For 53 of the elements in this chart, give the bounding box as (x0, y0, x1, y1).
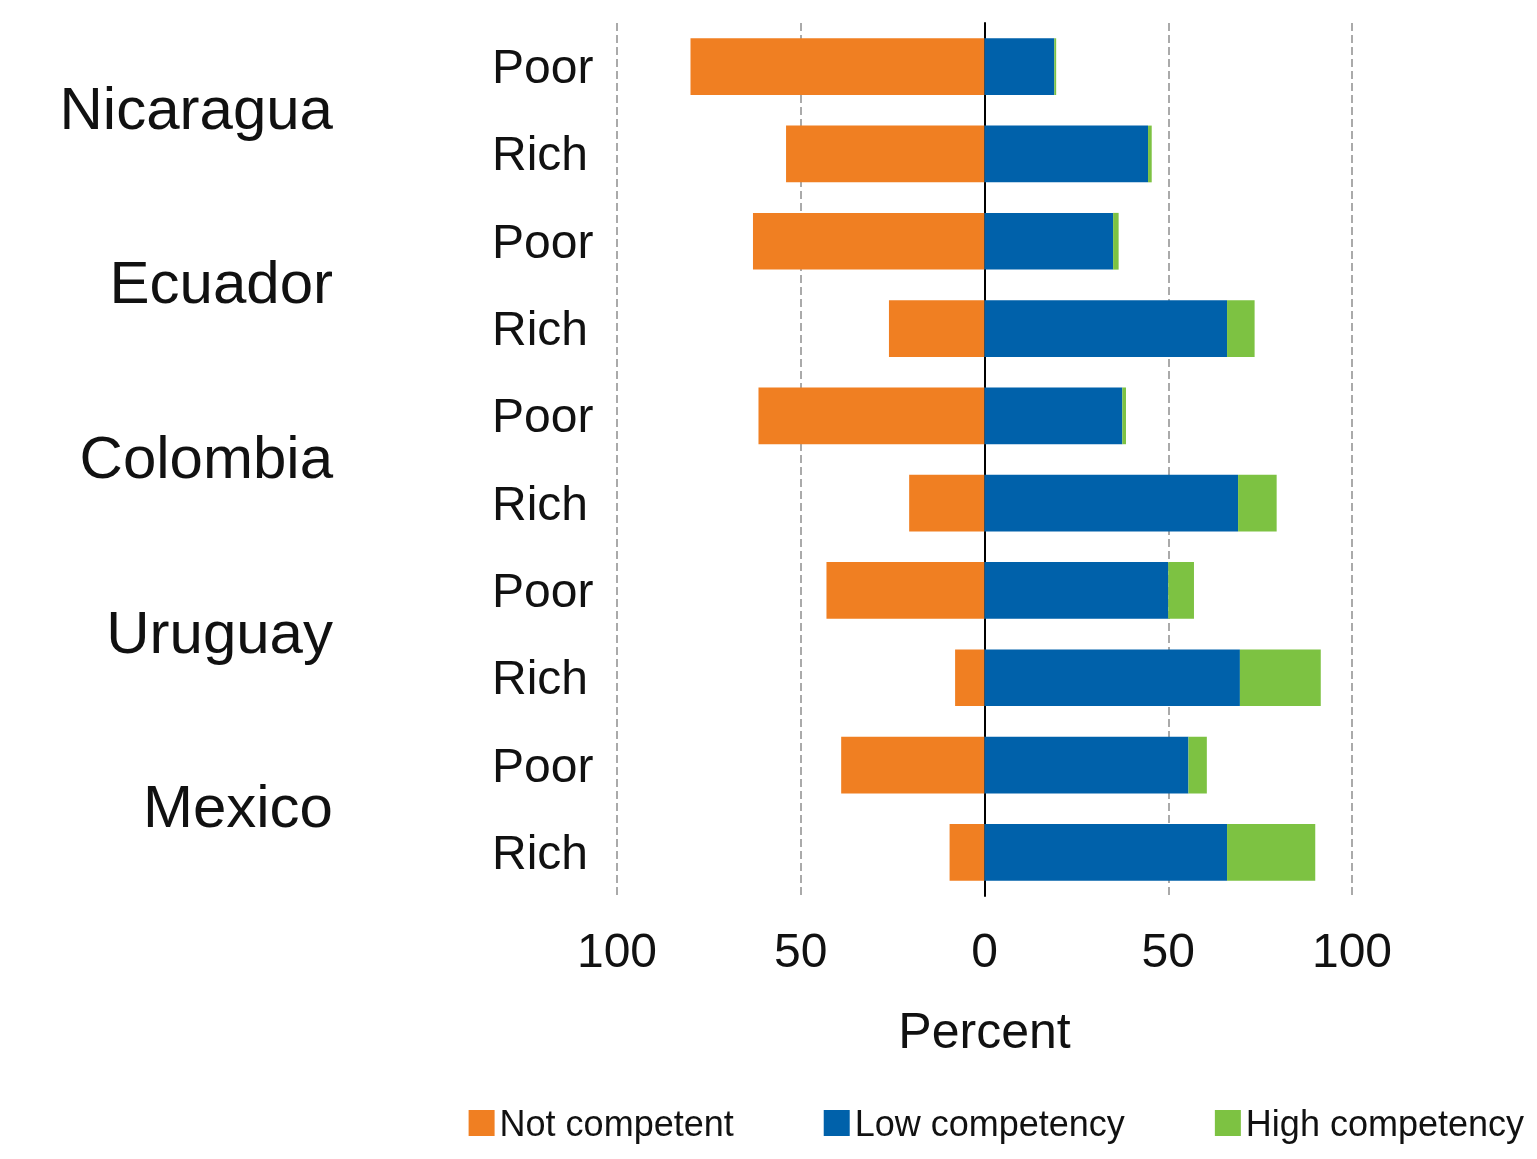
bar (1188, 736, 1207, 794)
bar (949, 823, 985, 881)
y-tick-label: Poor (492, 389, 594, 443)
bar (1227, 300, 1255, 357)
y-tick-label: Rich (492, 302, 589, 356)
bar (752, 212, 985, 270)
bar (1239, 649, 1321, 707)
bar (888, 300, 985, 357)
x-tick-label: 50 (774, 923, 828, 977)
bar (1148, 125, 1152, 183)
y-tick-label: Poor (492, 214, 594, 268)
y-tick-label: Poor (492, 738, 594, 792)
bar (984, 300, 1228, 357)
x-axis-title: Percent (898, 1003, 1071, 1059)
legend-label: Not competent (499, 1102, 734, 1144)
legend-label: High competency (1245, 1102, 1524, 1144)
bar (826, 562, 985, 619)
bar (984, 125, 1149, 183)
bar (1238, 474, 1277, 532)
bar (1227, 823, 1316, 881)
y-tick-label: Rich (492, 476, 589, 530)
bar (690, 38, 985, 96)
y-tick-label: Rich (492, 651, 589, 705)
bar (955, 649, 985, 707)
text: Colombia (79, 424, 334, 491)
y-tick-label: Rich (492, 127, 589, 181)
bar (758, 387, 985, 445)
bar (909, 474, 985, 532)
bar (984, 823, 1228, 881)
bar (786, 125, 985, 183)
bar (984, 649, 1240, 707)
bar (1122, 387, 1126, 445)
bar (984, 212, 1114, 270)
text: Uruguay (106, 598, 333, 666)
bar (984, 562, 1169, 619)
bar (984, 38, 1055, 96)
text: Ecuador (109, 249, 333, 317)
y-tick-label: Poor (492, 40, 594, 94)
x-tick-label: 0 (971, 923, 998, 977)
text: Mexico (142, 773, 333, 841)
bar (984, 387, 1123, 445)
y-tick-label: Poor (492, 563, 594, 617)
bar (1113, 212, 1119, 270)
bar (984, 736, 1189, 794)
x-tick-label: 100 (576, 923, 658, 977)
text: Nicaragua (59, 74, 334, 142)
y-tick-label: Rich (492, 825, 589, 879)
legend-label: Low competency (854, 1102, 1125, 1144)
bar (984, 474, 1239, 532)
bar (841, 736, 985, 794)
bar (1168, 562, 1194, 619)
x-tick-label: 100 (1311, 923, 1393, 977)
x-tick-label: 50 (1141, 923, 1195, 977)
